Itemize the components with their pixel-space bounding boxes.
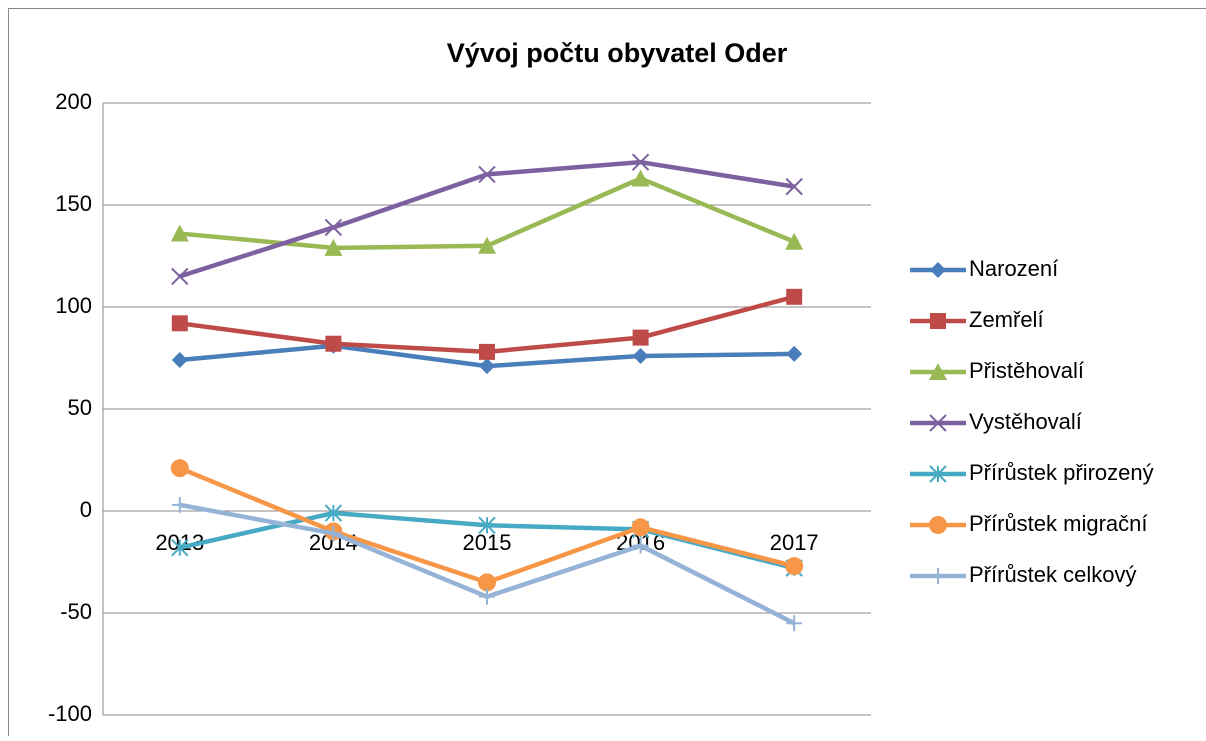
- marker: [632, 518, 650, 536]
- legend-label: Vystěhovalí: [969, 409, 1082, 434]
- y-tick-label: 0: [80, 497, 92, 522]
- legend-label: Přírůstek migrační: [969, 511, 1148, 536]
- y-tick-label: 150: [55, 191, 92, 216]
- marker: [172, 315, 188, 331]
- marker: [929, 516, 947, 534]
- y-tick-label: 100: [55, 293, 92, 318]
- chart-title: Vývoj počtu obyvatel Oder: [447, 38, 788, 68]
- y-tick-label: 200: [55, 89, 92, 114]
- marker: [633, 330, 649, 346]
- marker: [786, 289, 802, 305]
- x-tick-label: 2015: [463, 530, 512, 555]
- marker: [930, 313, 946, 329]
- marker: [785, 557, 803, 575]
- legend-label: Přírůstek přirozený: [969, 460, 1154, 485]
- legend-label: Přírůstek celkový: [969, 562, 1137, 587]
- y-tick-label: -100: [48, 701, 92, 726]
- y-tick-label: -50: [60, 599, 92, 624]
- y-tick-label: 50: [68, 395, 92, 420]
- legend-label: Zemřelí: [969, 307, 1044, 332]
- legend-label: Přistěhovalí: [969, 358, 1084, 383]
- marker: [479, 344, 495, 360]
- marker: [171, 459, 189, 477]
- marker: [325, 336, 341, 352]
- x-tick-label: 2017: [770, 530, 819, 555]
- legend-label: Narození: [969, 256, 1058, 281]
